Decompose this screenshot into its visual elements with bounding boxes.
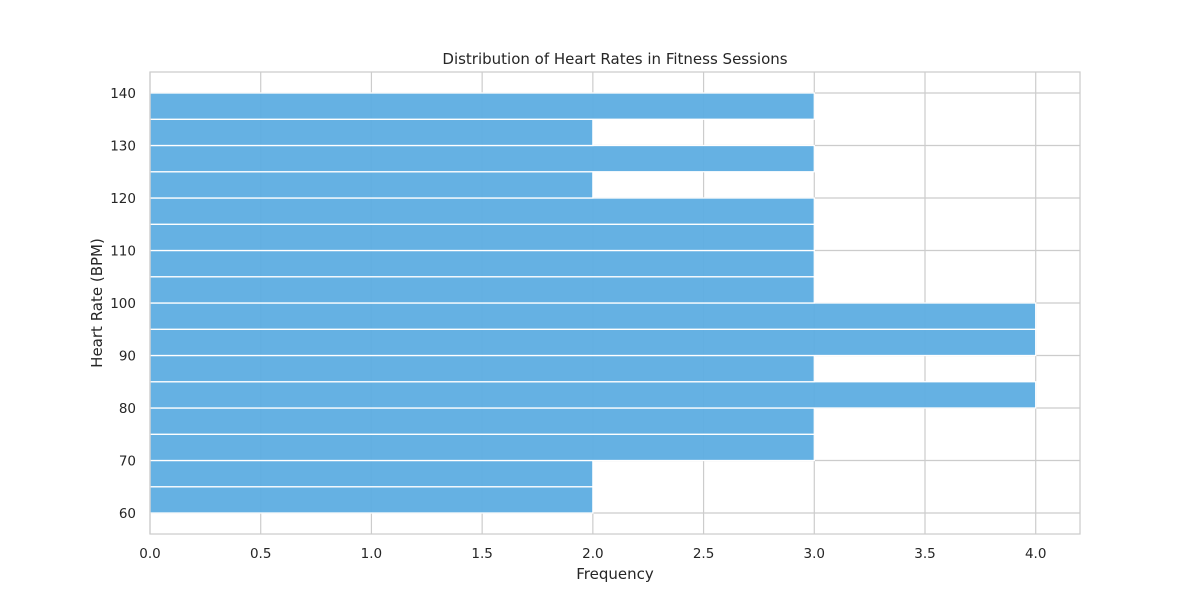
y-tick-label: 70 (119, 454, 136, 470)
y-axis-label: Heart Rate (BPM) (88, 238, 106, 368)
x-tick-label: 2.0 (582, 546, 603, 562)
histogram-bar (149, 486, 594, 514)
y-tick-label: 140 (110, 86, 136, 102)
x-tick-labels: 0.0 0.5 1.0 1.5 2.0 2.5 3.0 3.5 4.0 (139, 546, 1046, 562)
y-tick-label: 100 (110, 296, 136, 312)
x-tick-label: 3.5 (914, 546, 935, 562)
x-tick-label: 4.0 (1025, 546, 1046, 562)
y-tick-label: 60 (119, 506, 136, 522)
histogram-bar (149, 92, 815, 120)
histogram-bar (149, 118, 594, 147)
y-tick-label: 120 (110, 191, 136, 207)
y-tick-label: 110 (110, 244, 136, 260)
histogram-bar (149, 249, 815, 278)
y-tick-label: 90 (119, 349, 136, 365)
histogram-bar (149, 328, 1037, 357)
x-tick-label: 1.5 (471, 546, 492, 562)
x-tick-label: 2.5 (693, 546, 714, 562)
x-tick-label: 1.0 (361, 546, 382, 562)
histogram-bar (149, 276, 815, 304)
y-tick-label: 80 (119, 401, 136, 417)
histogram-bar (149, 223, 815, 252)
plot-frame (149, 71, 1081, 535)
histogram-bar (149, 381, 1037, 409)
y-tick-labels: 60 70 80 90 100 110 120 130 140 (110, 86, 136, 522)
y-tick-label: 130 (110, 139, 136, 155)
histogram-bar (149, 459, 594, 488)
histogram-bar (149, 433, 815, 462)
histogram-bar (149, 302, 1037, 330)
histogram-bar (149, 407, 815, 435)
chart-title: Distribution of Heart Rates in Fitness S… (442, 50, 787, 68)
histogram-bar (149, 354, 815, 383)
histogram-bar (149, 144, 815, 173)
x-tick-label: 0.0 (139, 546, 160, 562)
bars (149, 92, 1037, 514)
x-tick-label: 3.0 (804, 546, 825, 562)
x-tick-label: 0.5 (250, 546, 271, 562)
histogram-bar (149, 197, 815, 225)
histogram-bar (149, 171, 594, 199)
x-axis-label: Frequency (576, 565, 654, 583)
